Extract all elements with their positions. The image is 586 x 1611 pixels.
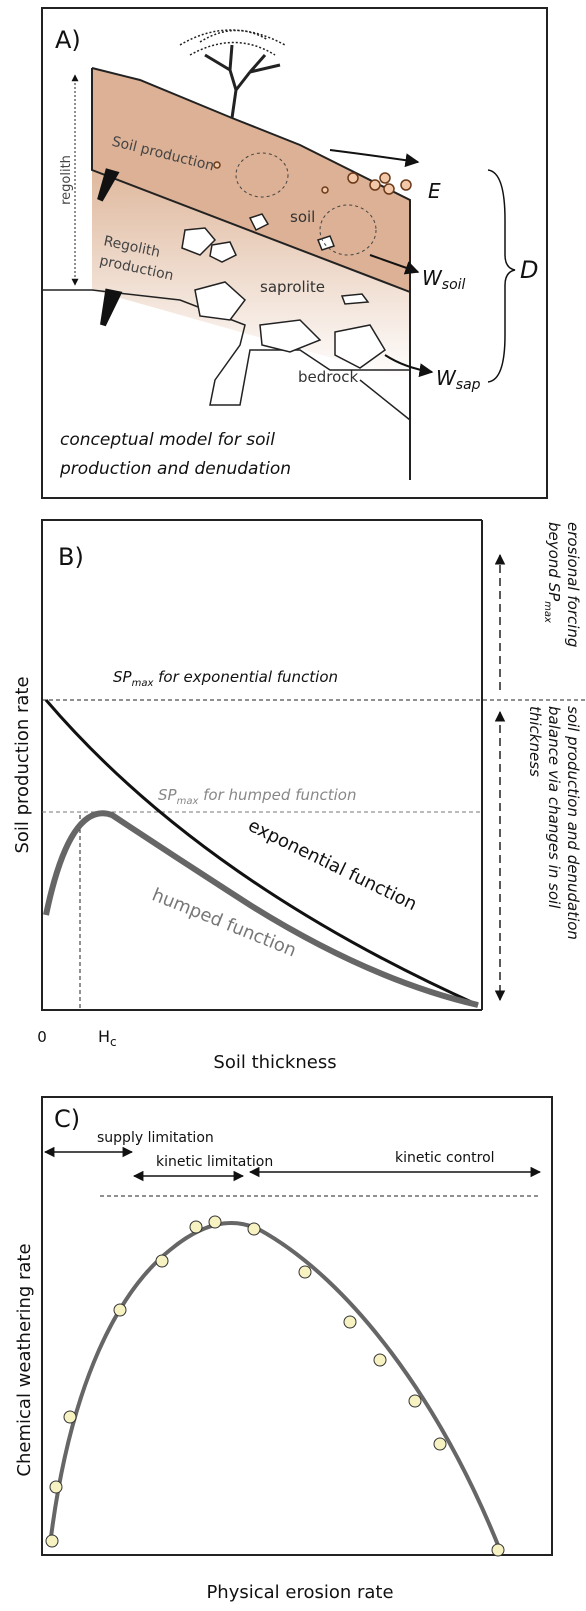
weathering-curve xyxy=(48,1221,502,1551)
kinetic-limitation-label: kinetic limitation xyxy=(156,1154,273,1170)
clasts xyxy=(181,213,386,369)
regolith-label: regolith xyxy=(59,155,74,205)
panel-a: A) regolith Soil production soil Regolit… xyxy=(41,7,548,499)
bedrock-label: bedrock xyxy=(298,368,359,386)
y-axis-label: Chemical weathering rate xyxy=(14,1243,35,1476)
tree xyxy=(179,29,286,119)
caption: conceptual model for soil production and … xyxy=(59,430,291,479)
e-arrow xyxy=(329,149,420,168)
panel-c: C) supply limitation kinetic limitation … xyxy=(14,1096,553,1603)
surface xyxy=(91,67,411,480)
saprolite-label: saprolite xyxy=(260,278,325,296)
e-label: E xyxy=(428,179,441,203)
points xyxy=(45,1215,505,1557)
grains xyxy=(213,161,412,195)
x-axis-label: Physical erosion rate xyxy=(206,1582,393,1603)
cycles xyxy=(235,152,377,256)
balance-label: soil production and denudationbalance vi… xyxy=(526,706,582,940)
brace xyxy=(487,169,516,383)
frame xyxy=(41,519,483,1011)
kinetic-control-label: kinetic control xyxy=(395,1150,495,1166)
erosional-label: erosional forcingbeyond SPmax xyxy=(542,522,582,647)
x-origin: 0 xyxy=(37,1028,47,1046)
humped-curve xyxy=(43,810,479,1008)
crack xyxy=(359,379,411,421)
wsap-arrow xyxy=(384,354,434,378)
panel-b: B) SPmax for exponential function SPmax … xyxy=(12,519,586,1073)
sp-hump-label: SPmax for humped function xyxy=(158,786,356,807)
bedrock-top xyxy=(42,289,410,406)
production-arrows xyxy=(97,168,123,327)
panel-label: A) xyxy=(55,26,81,54)
soil-label: soil xyxy=(290,208,315,226)
sp-exp-label: SPmax for exponential function xyxy=(113,668,338,689)
panel-label: C) xyxy=(54,1105,80,1133)
frame xyxy=(41,7,548,499)
hc-label: Hc xyxy=(98,1027,117,1049)
exponential-label: exponential function xyxy=(245,815,421,915)
frame xyxy=(41,1096,553,1556)
soil-base xyxy=(91,68,411,293)
d-label: D xyxy=(520,256,538,284)
wsap-label: Wsap xyxy=(436,366,481,393)
y-axis-label: Soil production rate xyxy=(12,676,33,853)
wsoil-arrow xyxy=(369,254,420,275)
x-axis-label: Soil thickness xyxy=(213,1052,336,1073)
saprolite-zone xyxy=(92,170,410,380)
supply-label: supply limitation xyxy=(97,1130,214,1146)
wsoil-label: Wsoil xyxy=(422,266,466,293)
panel-label: B) xyxy=(58,543,84,571)
exponential-curve xyxy=(44,699,479,1007)
